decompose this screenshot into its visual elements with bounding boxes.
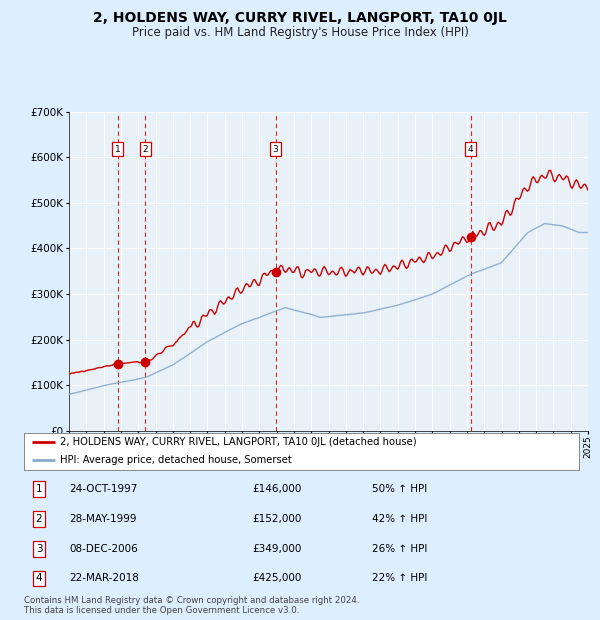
Text: 22% ↑ HPI: 22% ↑ HPI (372, 574, 427, 583)
Text: 24-OCT-1997: 24-OCT-1997 (69, 484, 137, 494)
Text: 2, HOLDENS WAY, CURRY RIVEL, LANGPORT, TA10 0JL: 2, HOLDENS WAY, CURRY RIVEL, LANGPORT, T… (93, 11, 507, 25)
Text: HPI: Average price, detached house, Somerset: HPI: Average price, detached house, Some… (60, 455, 292, 465)
Text: 3: 3 (272, 144, 278, 154)
Text: £425,000: £425,000 (252, 574, 301, 583)
Text: 2: 2 (142, 144, 148, 154)
Text: Price paid vs. HM Land Registry's House Price Index (HPI): Price paid vs. HM Land Registry's House … (131, 26, 469, 39)
Text: 50% ↑ HPI: 50% ↑ HPI (372, 484, 427, 494)
Text: 4: 4 (468, 144, 473, 154)
Text: £146,000: £146,000 (252, 484, 301, 494)
Text: 4: 4 (35, 574, 43, 583)
Text: 2: 2 (35, 514, 43, 524)
Text: 22-MAR-2018: 22-MAR-2018 (69, 574, 139, 583)
Text: 26% ↑ HPI: 26% ↑ HPI (372, 544, 427, 554)
Text: 1: 1 (115, 144, 121, 154)
Text: 3: 3 (35, 544, 43, 554)
Text: 42% ↑ HPI: 42% ↑ HPI (372, 514, 427, 524)
Text: £349,000: £349,000 (252, 544, 301, 554)
Text: £152,000: £152,000 (252, 514, 301, 524)
Text: 28-MAY-1999: 28-MAY-1999 (69, 514, 137, 524)
Text: 2, HOLDENS WAY, CURRY RIVEL, LANGPORT, TA10 0JL (detached house): 2, HOLDENS WAY, CURRY RIVEL, LANGPORT, T… (60, 436, 416, 446)
Text: 1: 1 (35, 484, 43, 494)
Text: 08-DEC-2006: 08-DEC-2006 (69, 544, 138, 554)
Text: Contains HM Land Registry data © Crown copyright and database right 2024.
This d: Contains HM Land Registry data © Crown c… (24, 596, 359, 615)
